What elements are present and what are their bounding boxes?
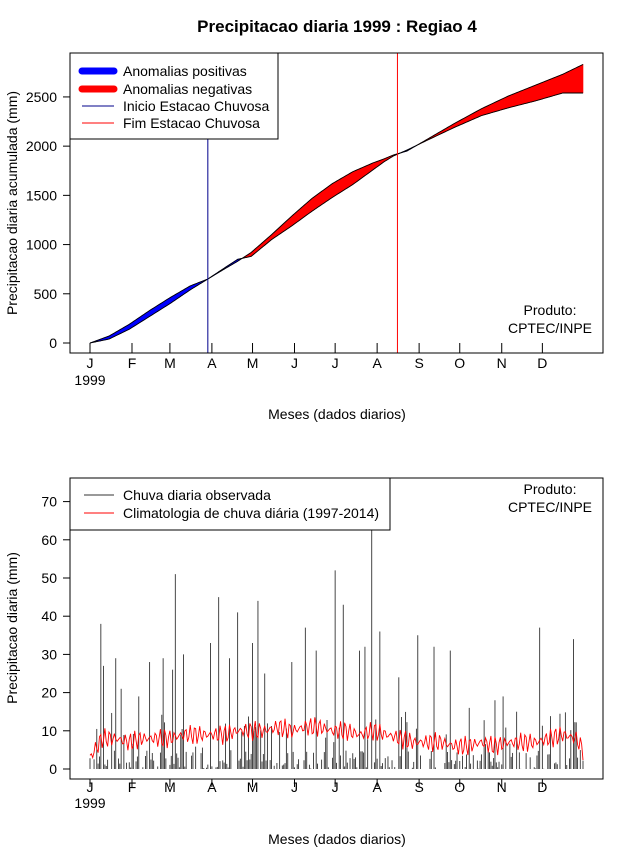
top-annotation-line-1: Produto: (524, 302, 577, 318)
y-tick-label: 40 (41, 608, 57, 624)
y-tick-label: 500 (34, 286, 58, 302)
x-tick-label: S (414, 355, 423, 371)
top-chart: Precipitacao diaria 1999 : Regiao 4 0 500… (4, 17, 603, 422)
y-tick-label: 0 (49, 761, 57, 777)
top-chart-title: Precipitacao diaria 1999 : Regiao 4 (197, 17, 477, 36)
y-tick-label: 10 (41, 723, 57, 739)
y-tick-label: 70 (41, 494, 57, 510)
y-tick-label: 1000 (26, 237, 57, 253)
bottom-legend: Chuva diaria observada Climatologia de c… (70, 478, 390, 530)
x-tick-label: N (497, 355, 507, 371)
top-year-label: 1999 (74, 372, 105, 388)
x-tick-label: A (372, 355, 382, 371)
legend-label-season-end: Fim Estacao Chuvosa (123, 115, 260, 131)
bottom-y-axis: 0 10 20 30 40 50 60 70 (41, 494, 70, 777)
y-tick-label: 60 (41, 532, 57, 548)
bottom-y-axis-label: Precipitacao diaria (mm) (4, 552, 20, 704)
x-tick-label: J (332, 355, 339, 371)
top-y-axis-label: Precipitacao diaria acumulada (mm) (4, 91, 20, 315)
y-tick-label: 0 (49, 335, 57, 351)
x-tick-label: A (207, 779, 217, 795)
y-tick-label: 30 (41, 646, 57, 662)
top-annotation-line-2: CPTEC/INPE (508, 320, 592, 336)
y-tick-label: 2000 (26, 138, 57, 154)
bottom-annotation-line-1: Produto: (524, 481, 577, 497)
y-tick-label: 50 (41, 570, 57, 586)
bottom-chart: 0 10 20 30 40 50 60 70 J F M A M J J A S O N D 1999 Meses … (4, 478, 603, 847)
x-tick-label: F (128, 779, 137, 795)
x-tick-label: N (497, 779, 507, 795)
top-x-axis-label: Meses (dados diarios) (268, 406, 406, 422)
legend-label-season-start: Inicio Estacao Chuvosa (123, 98, 270, 114)
x-tick-label: A (207, 355, 217, 371)
x-tick-label: M (164, 355, 176, 371)
legend-label-observed: Chuva diaria observada (123, 487, 271, 503)
x-tick-label: J (332, 779, 339, 795)
x-tick-label: J (291, 355, 298, 371)
y-tick-label: 20 (41, 685, 57, 701)
y-tick-label: 1500 (26, 187, 57, 203)
x-tick-label: M (164, 779, 176, 795)
legend-label-negative: Anomalias negativas (123, 81, 252, 97)
x-tick-label: A (372, 779, 382, 795)
anomaly-segment (582, 64, 583, 93)
x-tick-label: D (537, 779, 547, 795)
bottom-year-label: 1999 (74, 795, 105, 811)
x-tick-label: O (454, 355, 465, 371)
legend-label-climatology: Climatologia de chuva diária (1997-2014) (123, 505, 379, 521)
y-tick-label: 2500 (26, 89, 57, 105)
x-tick-label: D (537, 355, 547, 371)
x-tick-label: M (247, 355, 259, 371)
bottom-legend-box (70, 478, 390, 530)
top-legend: Anomalias positivas Anomalias negativas … (70, 53, 278, 139)
bottom-annotation-line-2: CPTEC/INPE (508, 499, 592, 515)
x-tick-label: F (128, 355, 137, 371)
x-tick-label: J (87, 355, 94, 371)
x-tick-label: S (414, 779, 423, 795)
x-tick-label: J (87, 779, 94, 795)
x-tick-label: O (454, 779, 465, 795)
x-tick-label: M (247, 779, 259, 795)
climatology-daily-line (90, 717, 583, 760)
top-y-axis: 0 500 1000 1500 2000 2500 (26, 89, 70, 351)
bottom-climatology-line (90, 717, 583, 760)
legend-label-positive: Anomalias positivas (123, 63, 247, 79)
x-tick-label: J (291, 779, 298, 795)
bottom-x-axis-label: Meses (dados diarios) (268, 831, 406, 847)
